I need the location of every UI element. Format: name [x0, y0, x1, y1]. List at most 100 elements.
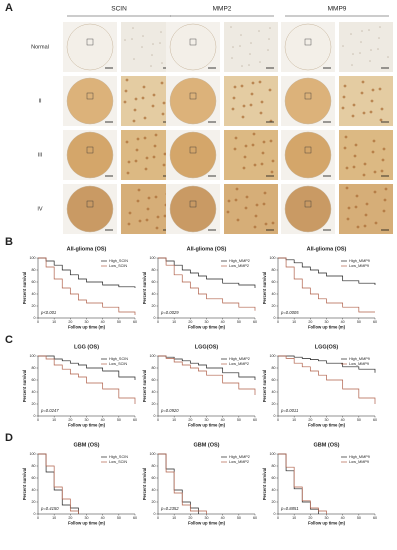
y-tick-label: 80	[152, 268, 156, 272]
x-tick-label: 60	[133, 418, 137, 422]
legend-label: High_MMP9	[349, 357, 370, 361]
cell	[384, 187, 388, 191]
cell	[268, 88, 272, 92]
cell	[124, 39, 126, 41]
cell	[344, 135, 348, 139]
cell	[234, 198, 238, 202]
tissue-core	[284, 77, 332, 125]
row-label: II	[38, 98, 42, 104]
cell	[382, 209, 386, 213]
y-tick-label: 60	[152, 476, 156, 480]
zoom-box	[86, 38, 94, 46]
y-tick-label: 40	[272, 390, 276, 394]
x-tick-label: 50	[117, 516, 121, 520]
legend-label: High_SCIN	[109, 455, 128, 459]
x-tick-label: 30	[205, 418, 209, 422]
tissue-zoom	[224, 130, 278, 180]
x-tick-label: 0	[37, 418, 39, 422]
p-value: p=0.0247	[40, 408, 59, 413]
y-tick-label: 80	[272, 464, 276, 468]
cell	[372, 139, 376, 143]
cell	[262, 202, 266, 206]
legend-label: Low_MMP9	[349, 460, 369, 464]
cell	[125, 78, 129, 82]
cell	[230, 26, 232, 28]
cell	[240, 34, 242, 36]
x-tick-label: 20	[68, 418, 72, 422]
legend-label: Low_SCIN	[109, 460, 127, 464]
x-tick-label: 40	[221, 418, 225, 422]
cell	[143, 136, 147, 140]
x-tick-label: 60	[133, 320, 137, 324]
cell	[145, 156, 149, 160]
survival-curve	[278, 355, 376, 373]
tissue-core	[169, 77, 217, 125]
y-tick-label: 60	[152, 378, 156, 382]
cell	[362, 111, 366, 115]
survival-curve	[158, 257, 256, 288]
x-axis-label: Follow up time (m)	[308, 325, 346, 330]
cell	[161, 112, 165, 116]
survival-curve	[158, 257, 256, 311]
x-tick-label: 20	[308, 418, 312, 422]
zoom-box	[189, 146, 197, 154]
cell	[252, 132, 256, 136]
x-tick-label: 60	[373, 320, 377, 324]
survival-curve	[278, 355, 376, 404]
y-tick-label: 20	[272, 500, 276, 504]
survival-curve	[158, 355, 256, 395]
cell	[359, 52, 361, 54]
survival-curve	[38, 453, 79, 514]
cell	[150, 65, 152, 67]
cell	[382, 147, 386, 151]
cell	[236, 218, 240, 222]
x-tick-label: 30	[205, 516, 209, 520]
x-tick-label: 30	[85, 516, 89, 520]
y-tick-label: 0	[274, 316, 276, 320]
cell	[260, 162, 264, 166]
x-axis-label: Follow up time (m)	[308, 423, 346, 428]
y-tick-label: 40	[32, 390, 36, 394]
y-tick-label: 60	[272, 378, 276, 382]
legend-label: High_MMP2	[229, 259, 250, 263]
x-tick-label: 40	[221, 320, 225, 324]
x-tick-label: 60	[253, 320, 257, 324]
tissue-core	[66, 185, 114, 233]
tissue-zoom	[339, 22, 393, 72]
cell	[125, 140, 129, 144]
cell	[141, 96, 145, 100]
cell	[361, 80, 365, 84]
cell	[346, 217, 350, 221]
x-tick-label: 40	[341, 418, 345, 422]
cell	[231, 57, 233, 59]
zoom-box	[304, 92, 312, 100]
x-tick-label: 50	[237, 320, 241, 324]
y-tick-label: 100	[150, 452, 156, 456]
x-tick-label: 60	[373, 418, 377, 422]
zoom-box	[304, 146, 312, 154]
y-tick-label: 100	[270, 452, 276, 456]
cell	[379, 26, 381, 28]
cell	[154, 133, 158, 137]
cell	[232, 46, 234, 48]
x-tick-label: 20	[308, 320, 312, 324]
cell	[253, 163, 257, 167]
y-tick-label: 80	[272, 366, 276, 370]
x-tick-label: 20	[68, 516, 72, 520]
cell	[343, 84, 347, 88]
cell	[363, 162, 367, 166]
cell	[226, 210, 230, 214]
cell	[365, 202, 369, 206]
legend-label: High_MMP2	[229, 357, 250, 361]
cell	[251, 81, 255, 85]
x-tick-label: 0	[157, 320, 159, 324]
legend-label: Low_MMP2	[229, 264, 249, 268]
cell	[361, 30, 363, 32]
cell	[271, 159, 275, 163]
cell	[248, 64, 250, 66]
cell	[360, 41, 362, 43]
x-tick-label: 30	[205, 320, 209, 324]
cell	[127, 160, 131, 164]
tissue-core	[66, 23, 114, 71]
y-tick-label: 20	[32, 402, 36, 406]
